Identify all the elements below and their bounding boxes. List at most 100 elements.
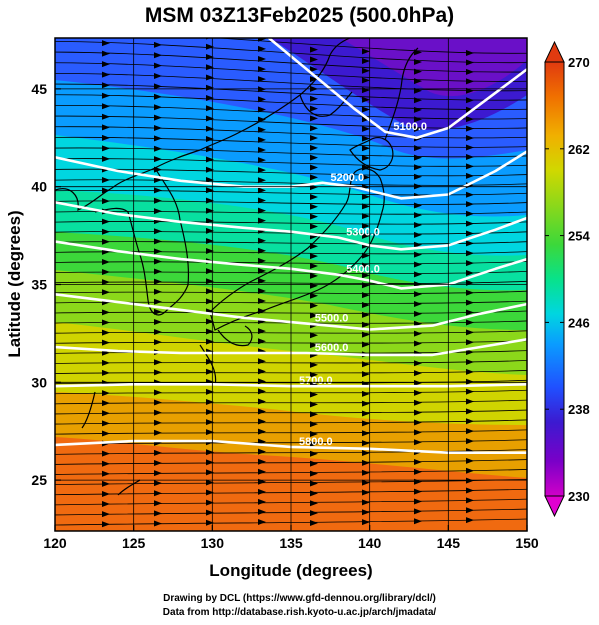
flow-arrow [154, 298, 162, 305]
flow-arrow [310, 302, 318, 309]
flow-arrow [310, 500, 318, 507]
flow-arrow [206, 489, 214, 496]
streamline [55, 370, 527, 374]
flow-arrow [466, 507, 474, 514]
flow-arrow [102, 238, 110, 245]
flow-arrow [206, 519, 214, 526]
flow-arrow [310, 95, 318, 102]
flow-arrow [102, 40, 110, 47]
flow-arrow [206, 95, 214, 102]
flow-arrow [362, 106, 370, 113]
streamline [55, 310, 527, 314]
flow-arrow [466, 163, 474, 170]
flow-arrow [206, 328, 214, 335]
streamline [55, 200, 527, 205]
flow-arrow [258, 257, 266, 264]
flow-arrow [362, 145, 370, 152]
flow-arrow [258, 86, 266, 93]
flow-arrow [414, 419, 422, 426]
flow-arrow [258, 458, 266, 465]
flow-arrow [362, 292, 370, 299]
flow-arrow [258, 207, 266, 214]
contour-label: 5600.0 [315, 342, 349, 354]
flow-arrow [206, 177, 214, 184]
flow-arrow [258, 167, 266, 174]
flow-arrow [102, 460, 110, 467]
flow-arrow [206, 469, 214, 476]
flow-arrow [310, 105, 318, 112]
flow-arrow [258, 96, 266, 103]
colorbar: 230 238 246 254 262 270 [544, 40, 590, 518]
flow-arrow [154, 470, 162, 477]
flow-arrow [154, 187, 162, 194]
flow-arrow [466, 78, 474, 85]
flow-arrow [310, 76, 318, 83]
flow-arrow [466, 49, 474, 56]
flow-arrow [154, 156, 162, 163]
flow-arrow [258, 247, 266, 254]
flow-arrow [414, 310, 422, 317]
flow-arrow [258, 488, 266, 495]
flow-arrow [102, 50, 110, 57]
flow-arrow [154, 268, 162, 275]
flow-arrow [414, 340, 422, 347]
flow-arrow [102, 71, 110, 78]
streamline [55, 449, 527, 455]
flow-arrow [310, 312, 318, 319]
flow-arrow [258, 428, 266, 435]
contour-line [55, 338, 527, 357]
flow-arrow [258, 197, 266, 204]
flow-arrow [102, 134, 110, 141]
flow-arrow [102, 480, 110, 487]
y-tick-label: 35 [31, 277, 47, 293]
flow-arrow [310, 391, 318, 398]
flow-arrow [258, 45, 266, 52]
flow-arrow [362, 222, 370, 229]
flow-arrow [258, 267, 266, 274]
flow-arrow [102, 420, 110, 427]
flow-arrow [414, 116, 422, 123]
flow-arrow [414, 320, 422, 327]
flow-arrow [102, 61, 110, 68]
flow-arrow [466, 250, 474, 257]
streamline [55, 231, 527, 235]
flow-arrow [466, 418, 474, 425]
flow-arrow [154, 93, 162, 100]
flow-arrow [310, 411, 318, 418]
credit-line-1: Drawing by DCL (https://www.gfd-dennou.o… [163, 593, 436, 604]
colorbar-gradient [544, 61, 565, 497]
flow-arrow [258, 287, 266, 294]
flow-arrow [466, 487, 474, 494]
flow-arrow [102, 410, 110, 417]
streamline [55, 508, 527, 516]
colorbar-max-triangle [544, 40, 565, 63]
flow-arrow [414, 251, 422, 258]
streamline [55, 210, 527, 215]
flow-arrow [310, 223, 318, 230]
streamline [55, 280, 527, 284]
flow-arrow [102, 390, 110, 397]
flow-arrow [466, 270, 474, 277]
flow-arrow [206, 74, 214, 81]
flow-arrow [362, 193, 370, 200]
flow-arrow [466, 329, 474, 336]
flow-arrow [102, 228, 110, 235]
flow-arrow [466, 349, 474, 356]
contour-line [55, 293, 527, 331]
x-tick-label: 125 [122, 535, 146, 551]
flow-arrow [102, 450, 110, 457]
flow-arrow [206, 248, 214, 255]
streamline [55, 290, 527, 294]
flow-arrow [414, 439, 422, 446]
flow-arrow [310, 66, 318, 73]
colorbar-tick-label: 230 [568, 489, 590, 504]
contour-line [55, 201, 527, 251]
flow-arrow [258, 438, 266, 445]
flow-arrow [154, 135, 162, 142]
flow-arrow [310, 332, 318, 339]
flow-arrow [466, 388, 474, 395]
flow-arrow [258, 398, 266, 405]
flow-arrow [466, 135, 474, 142]
flow-arrow [258, 126, 266, 133]
